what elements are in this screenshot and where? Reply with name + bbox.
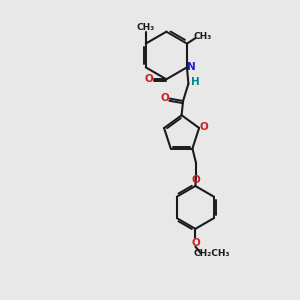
Text: O: O [192, 176, 200, 185]
Text: O: O [200, 122, 208, 132]
Text: O: O [144, 74, 153, 84]
Text: O: O [191, 238, 200, 248]
Text: CH₃: CH₃ [194, 32, 212, 41]
Text: CH₃: CH₃ [136, 23, 155, 32]
Text: N: N [187, 62, 196, 72]
Text: CH₂CH₃: CH₂CH₃ [194, 249, 230, 258]
Text: H: H [190, 77, 199, 87]
Text: O: O [160, 93, 169, 103]
